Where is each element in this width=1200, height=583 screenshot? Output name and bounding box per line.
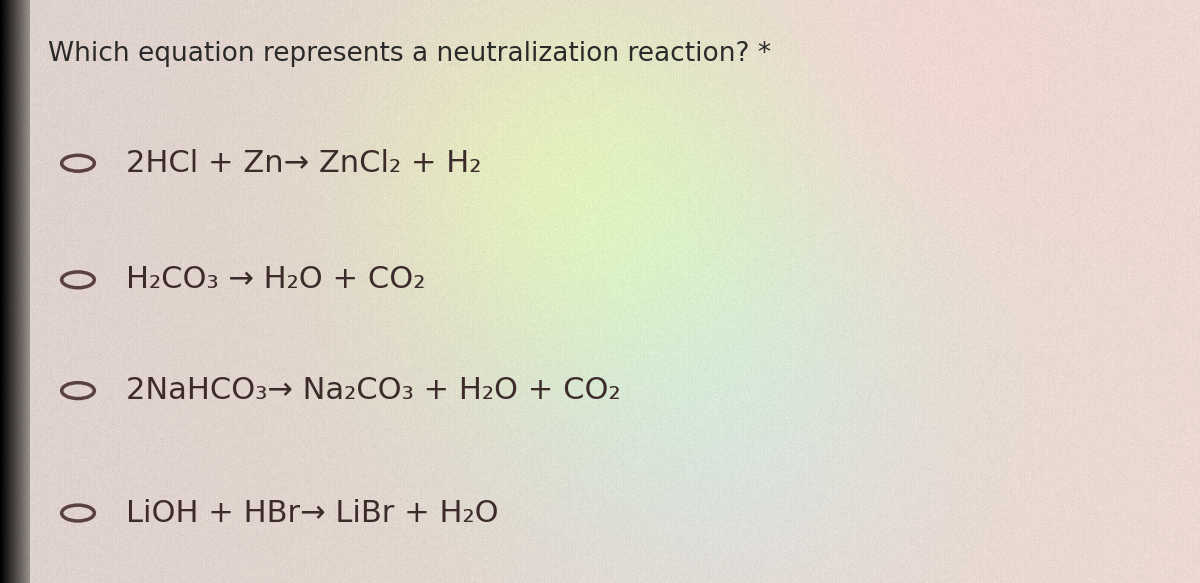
Text: 2NaHCO₃→ Na₂CO₃ + H₂O + CO₂: 2NaHCO₃→ Na₂CO₃ + H₂O + CO₂ — [126, 376, 620, 405]
Text: 2HCl + Zn→ ZnCl₂ + H₂: 2HCl + Zn→ ZnCl₂ + H₂ — [126, 149, 481, 178]
Text: Which equation represents a neutralization reaction? *: Which equation represents a neutralizati… — [48, 41, 772, 67]
Text: H₂CO₃ → H₂O + CO₂: H₂CO₃ → H₂O + CO₂ — [126, 265, 425, 294]
Text: LiOH + HBr→ LiBr + H₂O: LiOH + HBr→ LiBr + H₂O — [126, 498, 499, 528]
